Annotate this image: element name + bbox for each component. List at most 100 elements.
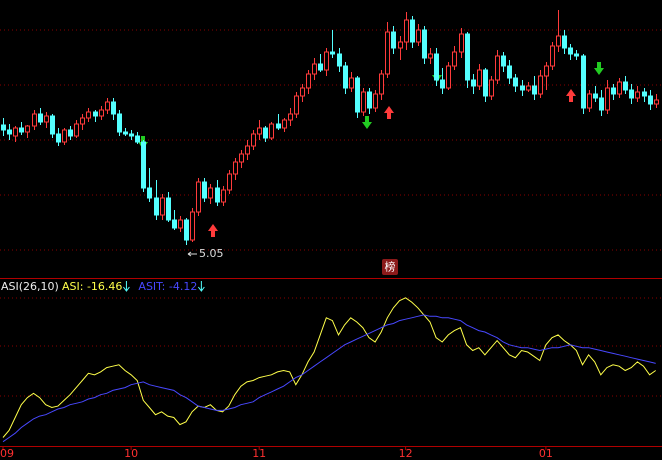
candle-body xyxy=(629,89,634,99)
candle-body xyxy=(269,123,274,139)
candle-body xyxy=(19,127,24,133)
candle-body xyxy=(330,51,335,55)
badge: 榜 xyxy=(385,260,396,274)
indicator-title: ASI(26,10) xyxy=(1,280,59,293)
legend-entry: ASI: -16.46 xyxy=(62,280,122,293)
candle-body xyxy=(538,75,543,95)
candle-body xyxy=(635,91,640,99)
candle-body xyxy=(410,19,415,43)
candle-body xyxy=(562,35,567,49)
candle-body xyxy=(452,51,457,67)
candle-body xyxy=(324,51,329,71)
buy-signal xyxy=(384,106,394,119)
buy-signal xyxy=(566,89,576,102)
candle-body xyxy=(190,211,195,241)
candle-body xyxy=(556,35,561,47)
candle-body xyxy=(483,69,488,97)
candle-body xyxy=(465,33,470,81)
candle-body xyxy=(440,79,445,89)
candle-body xyxy=(520,85,525,91)
candle-body xyxy=(7,129,12,135)
candle-body xyxy=(227,173,232,191)
candle-body xyxy=(459,33,464,53)
candle-body xyxy=(513,77,518,87)
candle-body xyxy=(1,124,6,131)
candle-body xyxy=(32,113,37,127)
candle-body xyxy=(257,127,262,135)
legend-entry: ASIT: -4.12 xyxy=(138,280,197,293)
x-tick-label: 01 xyxy=(539,447,553,460)
candle-body xyxy=(404,19,409,43)
candle-body xyxy=(434,53,439,81)
badge-box xyxy=(382,259,398,275)
candle-body xyxy=(337,53,342,67)
candle-body xyxy=(215,187,220,203)
candle-body xyxy=(141,141,146,189)
candle-body xyxy=(196,181,201,213)
x-tick-label: 09 xyxy=(0,447,14,460)
candle-body xyxy=(349,77,354,89)
candle-body xyxy=(233,161,238,175)
candle-body xyxy=(416,29,421,43)
candle-body xyxy=(373,93,378,109)
candle-body xyxy=(13,127,18,137)
candle-body xyxy=(178,219,183,229)
candle-body xyxy=(385,31,390,75)
candle-body xyxy=(263,127,268,139)
candle-body xyxy=(172,219,177,229)
candle-body xyxy=(123,131,128,135)
indicator-line xyxy=(2,314,656,443)
candle-body xyxy=(251,133,256,147)
candle-body xyxy=(471,79,476,87)
candle-body xyxy=(129,133,134,137)
candle-body xyxy=(25,125,30,133)
candle-body xyxy=(62,129,67,143)
candle-body xyxy=(208,187,213,199)
candle-body xyxy=(611,87,616,95)
candle-body xyxy=(99,109,104,117)
candle-body xyxy=(398,41,403,49)
candle-body xyxy=(154,197,159,216)
candle-body xyxy=(93,111,98,117)
buy-signal xyxy=(208,224,218,237)
candle-body xyxy=(605,87,610,111)
candle-body xyxy=(343,65,348,89)
indicator-line xyxy=(2,297,656,438)
candle-body xyxy=(117,113,122,133)
candle-body xyxy=(593,93,598,99)
candle-body xyxy=(428,53,433,59)
candle-body xyxy=(294,95,299,115)
candle-body xyxy=(160,197,165,216)
candle-body xyxy=(355,77,360,113)
candle-body xyxy=(617,81,622,95)
candle-body xyxy=(221,189,226,203)
candle-body xyxy=(526,85,531,91)
candle-body xyxy=(568,47,573,55)
candle-body xyxy=(282,119,287,129)
candle-body xyxy=(550,45,555,67)
candle-body xyxy=(312,63,317,75)
candle-body xyxy=(477,69,482,87)
candle-body xyxy=(623,81,628,91)
x-tick-label: 11 xyxy=(252,447,266,460)
low-marker-arrow xyxy=(187,251,197,257)
candle-body xyxy=(80,117,85,125)
candle-body xyxy=(367,91,372,109)
candle-body xyxy=(56,133,61,143)
legend-arrow xyxy=(197,281,205,292)
candle-body xyxy=(105,101,110,111)
candle-body xyxy=(184,219,189,241)
candle-body xyxy=(318,63,323,71)
candle-body xyxy=(86,111,91,119)
candle-body xyxy=(501,55,506,67)
candle-body xyxy=(361,91,366,113)
candle-body xyxy=(288,113,293,121)
legend-arrow xyxy=(123,281,130,292)
candle-body xyxy=(38,113,43,123)
candle-body xyxy=(654,99,659,105)
x-tick-label: 12 xyxy=(399,447,413,460)
candle-body xyxy=(239,153,244,163)
low-label: 5.05 xyxy=(199,247,224,260)
candle-body xyxy=(581,55,586,109)
